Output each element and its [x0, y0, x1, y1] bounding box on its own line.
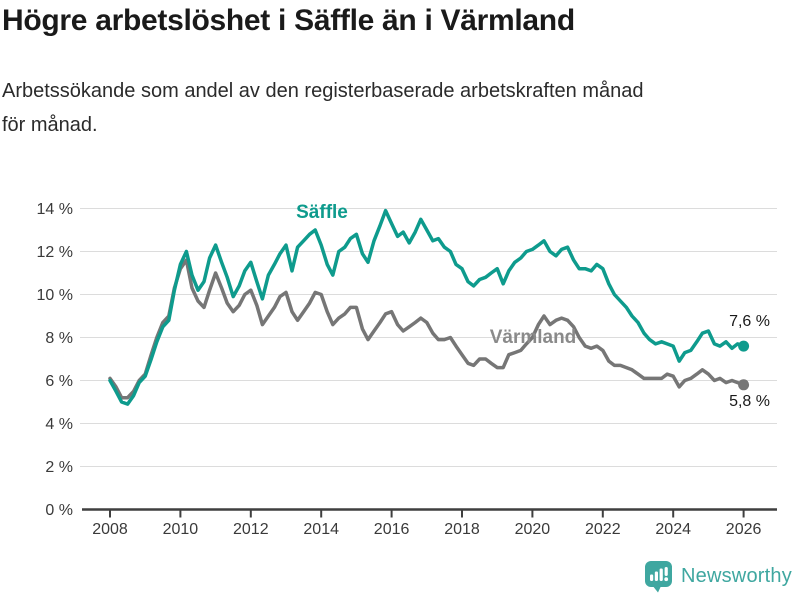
x-tick-label: 2016	[374, 521, 410, 538]
newsworthy-logo-icon	[645, 561, 672, 593]
y-tick-label: 0 %	[45, 502, 73, 519]
saffle-end-value: 7,6 %	[729, 313, 770, 330]
y-tick-label: 6 %	[45, 373, 73, 390]
x-tick-label: 2014	[303, 521, 339, 538]
x-tick-label: 2010	[163, 521, 199, 538]
saffle-end-dot	[738, 340, 750, 352]
y-tick-label: 10 %	[37, 287, 73, 304]
saffle-line	[108, 208, 746, 406]
subtitle-line-2: för månad.	[2, 114, 98, 136]
x-tick-label: 2022	[585, 521, 621, 538]
x-tick-label: 2026	[726, 521, 762, 538]
varmland-end-dot	[738, 379, 750, 391]
newsworthy-wordmark: Newsworthy	[681, 565, 792, 587]
page-subtitle: Arbetssökande som andel av den registerb…	[2, 74, 792, 142]
varmland-line	[108, 258, 746, 400]
saffle-series-label: Säffle	[296, 202, 348, 223]
y-tick-label: 4 %	[45, 416, 73, 433]
y-tick-label: 2 %	[45, 459, 73, 476]
y-tick-label: 14 %	[37, 201, 73, 218]
newsworthy-branding: Newsworthy	[644, 560, 792, 593]
varmland-end-value: 5,8 %	[729, 393, 770, 410]
subtitle-line-1: Arbetssökande som andel av den registerb…	[2, 80, 644, 102]
varmland-series-label: Värmland	[489, 327, 577, 348]
page-title: Högre arbetslöshet i Säffle än i Värmlan…	[2, 4, 575, 37]
x-tick-label: 2012	[233, 521, 269, 538]
x-tick-label: 2024	[655, 521, 691, 538]
x-tick-label: 2008	[92, 521, 128, 538]
y-tick-label: 8 %	[45, 330, 73, 347]
x-tick-label: 2018	[444, 521, 480, 538]
y-tick-label: 12 %	[37, 244, 73, 261]
x-tick-label: 2020	[515, 521, 551, 538]
